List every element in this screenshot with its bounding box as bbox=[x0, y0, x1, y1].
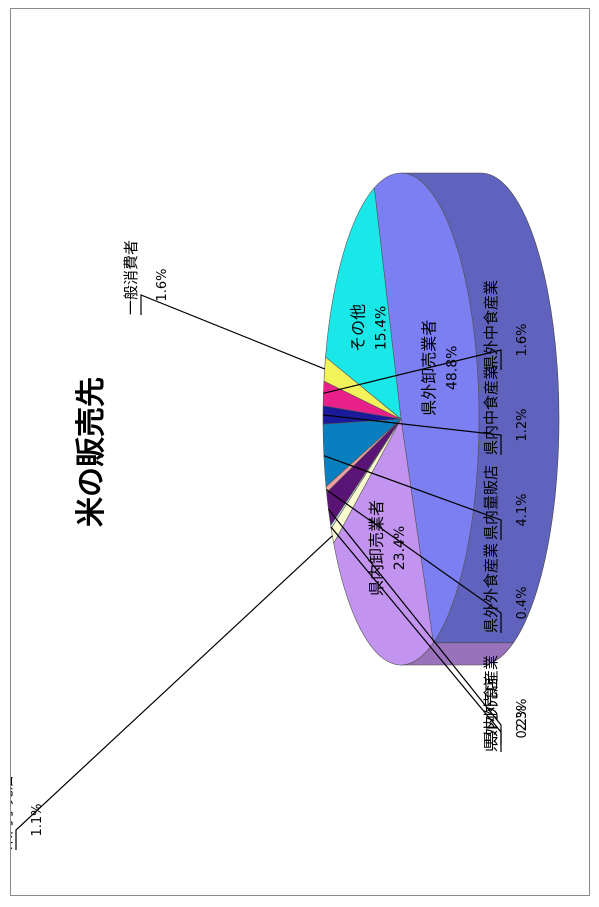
pie-top bbox=[322, 172, 480, 666]
slice-label-10: その他 bbox=[348, 304, 367, 352]
slice-value-3: 0.2% bbox=[515, 705, 530, 738]
pie-slice-0 bbox=[374, 172, 480, 644]
slice-value-7: 1.2% bbox=[515, 408, 530, 441]
leader-2 bbox=[15, 535, 333, 850]
leader-6 bbox=[323, 455, 502, 540]
slice-value-4: 2.3% bbox=[515, 698, 530, 731]
pie-slice-1 bbox=[333, 418, 434, 666]
pie-slice-10 bbox=[325, 187, 402, 420]
leader-5 bbox=[325, 489, 502, 633]
chart-title: 米の販売先 bbox=[74, 377, 109, 527]
slice-label-3: 県外小売店 bbox=[482, 677, 500, 752]
leader-9 bbox=[140, 294, 325, 370]
leader-lines bbox=[15, 294, 502, 850]
slice-value-6: 4.1% bbox=[515, 493, 530, 526]
slice-value-8: 1.6% bbox=[515, 323, 530, 356]
slice-value-9: 1.6% bbox=[155, 268, 170, 301]
leader-4 bbox=[327, 508, 502, 745]
leader-7 bbox=[322, 414, 502, 455]
slice-labels: 県外卸売業者 48.8% 県内卸売業者 23.4% 県内小売店 1.1% 県外小売店 0.2%… bbox=[11, 240, 530, 850]
slice-value-1: 23.4% bbox=[392, 526, 408, 570]
slice-value-10: 15.4% bbox=[373, 306, 389, 350]
slice-label-5: 県外外食産業 bbox=[482, 543, 500, 633]
slice-label-6: 県内量販店 bbox=[482, 465, 500, 540]
slice-label-4: 県内外食産業 bbox=[482, 655, 500, 745]
slice-label-8: 県外中食産業 bbox=[482, 280, 500, 370]
slice-label-7: 県内中食産業 bbox=[482, 365, 500, 455]
slice-value-2: 1.1% bbox=[30, 803, 45, 836]
slice-label-1: 県内卸売業者 bbox=[367, 500, 386, 596]
slice-value-5: 0.4% bbox=[515, 586, 530, 619]
slice-label-9: 一般消費者 bbox=[122, 240, 140, 315]
slice-label-0: 県外卸売業者 bbox=[420, 320, 439, 416]
pie-chart: 米の販売先 県外卸売業者 48.8% 県内卸売業者 23.4% 県内小売店 1.1% 県外小… bbox=[11, 172, 560, 850]
slice-label-2: 県内小売店 bbox=[11, 775, 15, 850]
slice-value-0: 48.8% bbox=[445, 346, 461, 390]
chart-frame: 米の販売先 県外卸売業者 48.8% 県内卸売業者 23.4% 県内小売店 1.1% 県外小… bbox=[10, 8, 590, 896]
leader-8 bbox=[323, 349, 502, 394]
